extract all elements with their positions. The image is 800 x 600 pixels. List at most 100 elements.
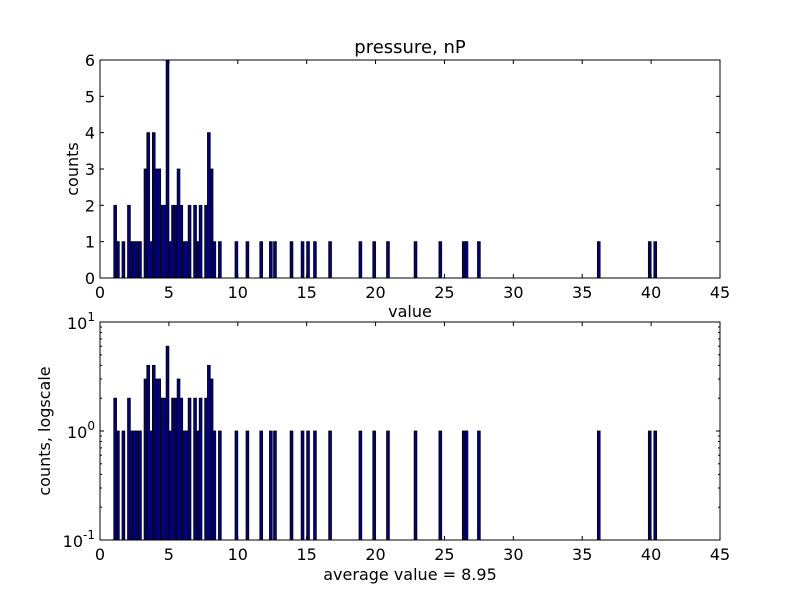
bottom-bar bbox=[162, 397, 167, 541]
top-y-tick-label: 5 bbox=[85, 87, 95, 106]
top-bar bbox=[438, 241, 443, 279]
top-bar bbox=[300, 241, 305, 279]
top-bar bbox=[193, 204, 197, 279]
top-x-axis-label: value bbox=[388, 302, 432, 321]
bottom-bar bbox=[151, 364, 156, 541]
bottom-bar bbox=[146, 364, 150, 541]
top-bar bbox=[157, 168, 162, 279]
top-bar bbox=[151, 132, 156, 279]
bottom-bar bbox=[182, 430, 186, 541]
top-bar bbox=[273, 241, 277, 279]
bottom-bar bbox=[461, 430, 466, 541]
bottom-bar bbox=[127, 397, 131, 541]
bottom-bar bbox=[193, 397, 197, 541]
bottom-bar bbox=[135, 430, 139, 541]
top-bar bbox=[313, 241, 317, 279]
top-bar bbox=[143, 168, 148, 279]
bottom-bar bbox=[438, 430, 443, 541]
top-bar bbox=[212, 241, 217, 279]
bottom-bar bbox=[413, 430, 418, 541]
top-x-tick-label: 20 bbox=[365, 283, 385, 302]
bottom-y-tick-exponent: -1 bbox=[83, 528, 95, 542]
top-bar bbox=[234, 241, 239, 279]
top-bar bbox=[121, 241, 126, 279]
bottom-y-tick-base: 10 bbox=[63, 532, 83, 551]
top-bar bbox=[116, 241, 120, 279]
bottom-bar bbox=[165, 345, 170, 541]
top-y-tick-label: 6 bbox=[85, 51, 95, 70]
bottom-y-tick-exponent: 0 bbox=[87, 419, 95, 433]
top-x-tick-label: 25 bbox=[434, 283, 454, 302]
bottom-bar bbox=[596, 430, 601, 541]
top-bar bbox=[138, 241, 142, 279]
top-y-tick-label: 2 bbox=[85, 196, 95, 215]
top-bar bbox=[182, 241, 186, 279]
top-bar bbox=[135, 241, 139, 279]
bottom-bar bbox=[204, 397, 208, 541]
top-bar bbox=[196, 241, 200, 279]
bottom-bar bbox=[358, 430, 363, 541]
bottom-bar bbox=[187, 397, 192, 541]
bottom-x-axis-label: average value = 8.95 bbox=[323, 565, 497, 584]
bottom-bar bbox=[149, 430, 153, 541]
top-bar bbox=[386, 241, 390, 279]
top-bar bbox=[259, 241, 263, 279]
top-bar bbox=[160, 204, 164, 279]
top-bar bbox=[154, 168, 159, 279]
top-x-tick-label: 0 bbox=[95, 283, 105, 302]
top-bar bbox=[209, 168, 214, 279]
top-bar bbox=[173, 204, 178, 279]
top-bar bbox=[146, 132, 150, 279]
bottom-bar bbox=[372, 430, 376, 541]
top-bar bbox=[653, 241, 658, 279]
top-bar bbox=[171, 204, 175, 279]
bottom-x-tick-label: 35 bbox=[572, 545, 592, 564]
bottom-bar bbox=[176, 378, 181, 541]
bottom-bar bbox=[132, 430, 137, 541]
bottom-y-tick-base: 10 bbox=[67, 314, 87, 333]
top-bar bbox=[187, 204, 192, 279]
top-bar bbox=[461, 241, 466, 279]
top-x-tick-label: 10 bbox=[228, 283, 248, 302]
top-y-tick-label: 3 bbox=[85, 160, 95, 179]
top-bar bbox=[176, 168, 181, 279]
top-bar bbox=[477, 241, 481, 279]
bottom-bar bbox=[173, 397, 178, 541]
top-bar bbox=[306, 241, 310, 279]
bottom-bar bbox=[269, 430, 273, 541]
bottom-bar bbox=[121, 430, 126, 541]
bottom-bar bbox=[207, 364, 211, 541]
top-x-tick-label: 15 bbox=[296, 283, 316, 302]
top-bar bbox=[204, 204, 208, 279]
bottom-bar bbox=[116, 430, 120, 541]
bottom-bar bbox=[198, 397, 203, 541]
bottom-bar bbox=[328, 430, 332, 541]
bottom-y-tick-label: 100 bbox=[67, 419, 95, 442]
bottom-bar bbox=[212, 430, 217, 541]
bottom-bar bbox=[234, 430, 239, 541]
top-chart-title: pressure, nP bbox=[354, 37, 466, 58]
bottom-y-tick-label: 10-1 bbox=[63, 528, 95, 551]
top-bars bbox=[113, 59, 658, 279]
top-y-tick-label: 0 bbox=[85, 269, 95, 288]
bottom-bar bbox=[647, 430, 652, 541]
top-bar bbox=[168, 241, 173, 279]
top-x-tick-label: 45 bbox=[710, 283, 730, 302]
top-bar bbox=[269, 241, 273, 279]
bottom-x-tick-label: 45 bbox=[710, 545, 730, 564]
bottom-x-tick-label: 40 bbox=[641, 545, 661, 564]
bottom-x-tick-label: 15 bbox=[296, 545, 316, 564]
top-bar bbox=[464, 241, 469, 279]
bottom-bar bbox=[168, 430, 173, 541]
top-bar bbox=[113, 204, 117, 279]
bottom-bar bbox=[157, 378, 162, 541]
bottom-bar bbox=[289, 430, 294, 541]
bottom-x-tick-label: 10 bbox=[228, 545, 248, 564]
bottom-bar bbox=[386, 430, 390, 541]
top-bar bbox=[413, 241, 418, 279]
